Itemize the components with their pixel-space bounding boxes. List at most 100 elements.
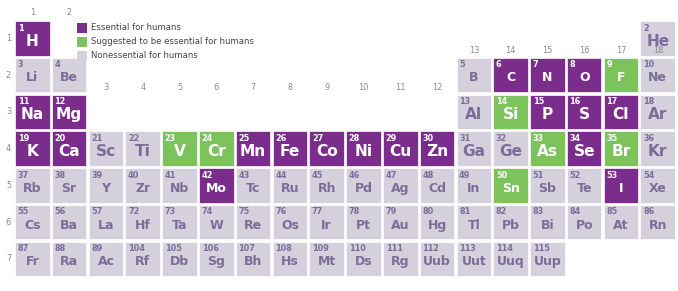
Text: 1: 1 xyxy=(18,24,23,33)
Text: Sc: Sc xyxy=(96,144,116,159)
Text: 34: 34 xyxy=(570,134,581,143)
Text: At: At xyxy=(613,219,629,232)
Text: Be: Be xyxy=(60,72,78,84)
FancyBboxPatch shape xyxy=(641,131,675,166)
Text: 21: 21 xyxy=(92,134,102,143)
Text: 38: 38 xyxy=(54,171,66,180)
FancyBboxPatch shape xyxy=(15,168,49,203)
Text: S: S xyxy=(578,107,590,122)
Text: H: H xyxy=(26,34,39,49)
Text: 82: 82 xyxy=(496,207,507,217)
Text: Cr: Cr xyxy=(207,144,226,159)
Text: 5: 5 xyxy=(177,83,182,92)
Text: 6: 6 xyxy=(496,60,502,69)
Text: 2: 2 xyxy=(643,24,649,33)
Text: Uub: Uub xyxy=(423,255,451,268)
Text: 109: 109 xyxy=(312,244,329,253)
FancyBboxPatch shape xyxy=(420,205,454,239)
Text: 26: 26 xyxy=(275,134,286,143)
FancyBboxPatch shape xyxy=(162,131,197,166)
Text: 111: 111 xyxy=(386,244,403,253)
Text: 39: 39 xyxy=(92,171,102,180)
Text: 89: 89 xyxy=(92,244,102,253)
Text: 27: 27 xyxy=(312,134,323,143)
Text: Cl: Cl xyxy=(613,107,629,122)
FancyBboxPatch shape xyxy=(162,168,197,203)
Text: 16: 16 xyxy=(579,46,589,55)
FancyBboxPatch shape xyxy=(125,205,160,239)
Text: 3: 3 xyxy=(18,60,23,69)
Text: Si: Si xyxy=(502,107,519,122)
Text: Ir: Ir xyxy=(321,219,332,232)
FancyBboxPatch shape xyxy=(567,168,601,203)
Text: 29: 29 xyxy=(386,134,397,143)
Text: Sb: Sb xyxy=(538,182,557,195)
Text: Fe: Fe xyxy=(280,144,300,159)
FancyBboxPatch shape xyxy=(603,131,638,166)
Text: 112: 112 xyxy=(422,244,439,253)
Text: 84: 84 xyxy=(570,207,581,217)
FancyBboxPatch shape xyxy=(420,168,454,203)
FancyBboxPatch shape xyxy=(641,58,675,92)
Text: He: He xyxy=(646,34,669,49)
FancyBboxPatch shape xyxy=(162,205,197,239)
Text: Mn: Mn xyxy=(240,144,266,159)
FancyBboxPatch shape xyxy=(15,131,49,166)
Text: 12: 12 xyxy=(432,83,442,92)
FancyBboxPatch shape xyxy=(456,131,491,166)
Text: Tl: Tl xyxy=(467,219,480,232)
FancyBboxPatch shape xyxy=(199,168,234,203)
Text: 14: 14 xyxy=(496,97,507,106)
FancyBboxPatch shape xyxy=(346,168,381,203)
Text: 75: 75 xyxy=(239,207,250,217)
Text: Ag: Ag xyxy=(391,182,410,195)
FancyBboxPatch shape xyxy=(346,242,381,276)
FancyBboxPatch shape xyxy=(494,131,528,166)
Text: 32: 32 xyxy=(496,134,507,143)
Text: Al: Al xyxy=(465,107,482,122)
Text: Hf: Hf xyxy=(135,219,151,232)
Text: 30: 30 xyxy=(422,134,433,143)
Text: 73: 73 xyxy=(165,207,176,217)
Text: Nonessential for humans: Nonessential for humans xyxy=(92,52,198,61)
Text: 51: 51 xyxy=(533,171,544,180)
Text: Na: Na xyxy=(21,107,44,122)
FancyBboxPatch shape xyxy=(641,168,675,203)
FancyBboxPatch shape xyxy=(89,242,123,276)
Text: 46: 46 xyxy=(348,171,360,180)
Text: Os: Os xyxy=(281,219,299,232)
FancyBboxPatch shape xyxy=(52,168,87,203)
FancyBboxPatch shape xyxy=(567,131,601,166)
Text: O: O xyxy=(579,72,589,84)
FancyBboxPatch shape xyxy=(494,205,528,239)
Text: 4: 4 xyxy=(54,60,60,69)
FancyBboxPatch shape xyxy=(77,23,87,33)
Text: 31: 31 xyxy=(459,134,471,143)
FancyBboxPatch shape xyxy=(199,205,234,239)
Text: 11: 11 xyxy=(18,97,29,106)
FancyBboxPatch shape xyxy=(420,242,454,276)
Text: Br: Br xyxy=(612,144,631,159)
Text: 72: 72 xyxy=(128,207,139,217)
Text: Mo: Mo xyxy=(206,182,226,195)
Text: 54: 54 xyxy=(643,171,654,180)
Text: 23: 23 xyxy=(165,134,176,143)
Text: 77: 77 xyxy=(312,207,323,217)
FancyBboxPatch shape xyxy=(641,21,675,56)
Text: 18: 18 xyxy=(653,46,663,55)
Text: 115: 115 xyxy=(533,244,550,253)
FancyBboxPatch shape xyxy=(15,58,49,92)
Text: 9: 9 xyxy=(324,83,330,92)
Text: Ga: Ga xyxy=(462,144,485,159)
Text: 104: 104 xyxy=(128,244,145,253)
Text: Y: Y xyxy=(102,182,111,195)
FancyBboxPatch shape xyxy=(15,205,49,239)
Text: 44: 44 xyxy=(275,171,287,180)
Text: Pd: Pd xyxy=(355,182,372,195)
FancyBboxPatch shape xyxy=(456,168,491,203)
FancyBboxPatch shape xyxy=(162,242,197,276)
FancyBboxPatch shape xyxy=(456,242,491,276)
FancyBboxPatch shape xyxy=(567,58,601,92)
Text: Uup: Uup xyxy=(534,255,561,268)
Text: Cs: Cs xyxy=(24,219,41,232)
